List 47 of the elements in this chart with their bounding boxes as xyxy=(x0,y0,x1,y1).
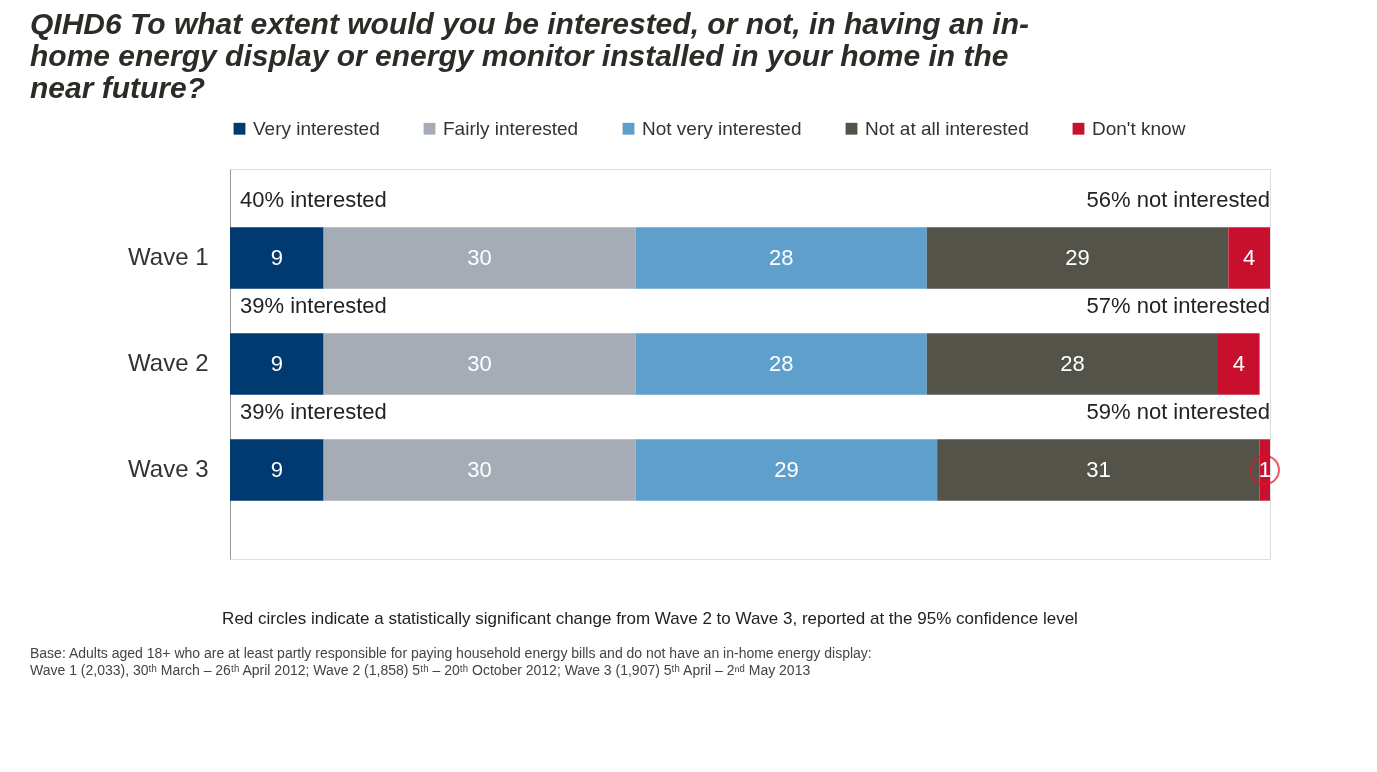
bar xyxy=(635,439,938,501)
bar xyxy=(230,333,324,395)
bar xyxy=(323,227,636,289)
data-label: 9 xyxy=(270,456,283,482)
data-label: 28 xyxy=(1060,351,1085,376)
annotation: 57% not interested xyxy=(1086,293,1270,318)
y-tick-label: Wave 2 xyxy=(128,349,209,376)
text: Wave 1 (2,033), 30ᵗʰ March – 26ᵗʰ April 2012; Wave 2 (1,858) 5ᵗʰ – 20ᵗʰ October 2012; Wave 3 (1,907) 5ᵗʰ April – 2ⁿᵈ May 2013 xyxy=(30,662,811,678)
bar xyxy=(230,227,324,289)
y-tick-label: Wave 3 xyxy=(128,454,209,482)
data-label: 30 xyxy=(467,245,492,271)
data-label: 9 xyxy=(270,351,283,376)
annotation: 59% not interested xyxy=(1086,398,1270,424)
annotation: 39% interested xyxy=(240,293,387,318)
legend-label: Not at all interested xyxy=(865,117,1029,139)
data-label: 29 xyxy=(1065,245,1090,271)
data-label: 30 xyxy=(467,351,492,376)
data-label: 4 xyxy=(1243,245,1256,271)
bar xyxy=(635,227,927,289)
bar xyxy=(926,333,1218,395)
bar xyxy=(323,439,636,501)
data-label: 4 xyxy=(1232,351,1245,376)
bar xyxy=(1218,333,1260,395)
bar xyxy=(635,333,927,395)
bar xyxy=(1228,227,1270,289)
annotation: 56% not interested xyxy=(1086,187,1270,213)
annotation: 39% interested xyxy=(240,398,387,424)
bar xyxy=(926,227,1229,289)
legend-label: Very interested xyxy=(253,117,380,139)
bar xyxy=(937,439,1260,501)
data-label: 29 xyxy=(774,456,799,482)
chart-title: QIHD6 To what extent would you be interested, or not, in having an in-home energy display or energy monitor installed in your home in the near future? xyxy=(30,7,1029,104)
data-label: 1 xyxy=(1258,456,1271,482)
data-label: 28 xyxy=(768,351,794,376)
legend-label: Fairly interested xyxy=(443,117,579,139)
y-tick-label: Wave 1 xyxy=(128,243,209,271)
text: Red circles indicate a statistically significant change from Wave 2 to Wave 3, reported at the 95% confidence level xyxy=(222,609,1078,628)
data-label: 28 xyxy=(768,245,794,271)
legend-label: Don't know xyxy=(1092,117,1186,139)
bar xyxy=(230,439,324,501)
legend-label: Not very interested xyxy=(642,117,802,139)
data-label: 9 xyxy=(270,245,283,271)
data-label: 30 xyxy=(467,456,492,482)
text: Base: Adults aged 18+ who are at least partly responsible for paying household energy bills and do not have an in-home energy display: xyxy=(30,645,872,661)
annotation: 40% interested xyxy=(240,187,387,213)
data-label: 31 xyxy=(1086,456,1111,482)
bar xyxy=(323,333,636,395)
